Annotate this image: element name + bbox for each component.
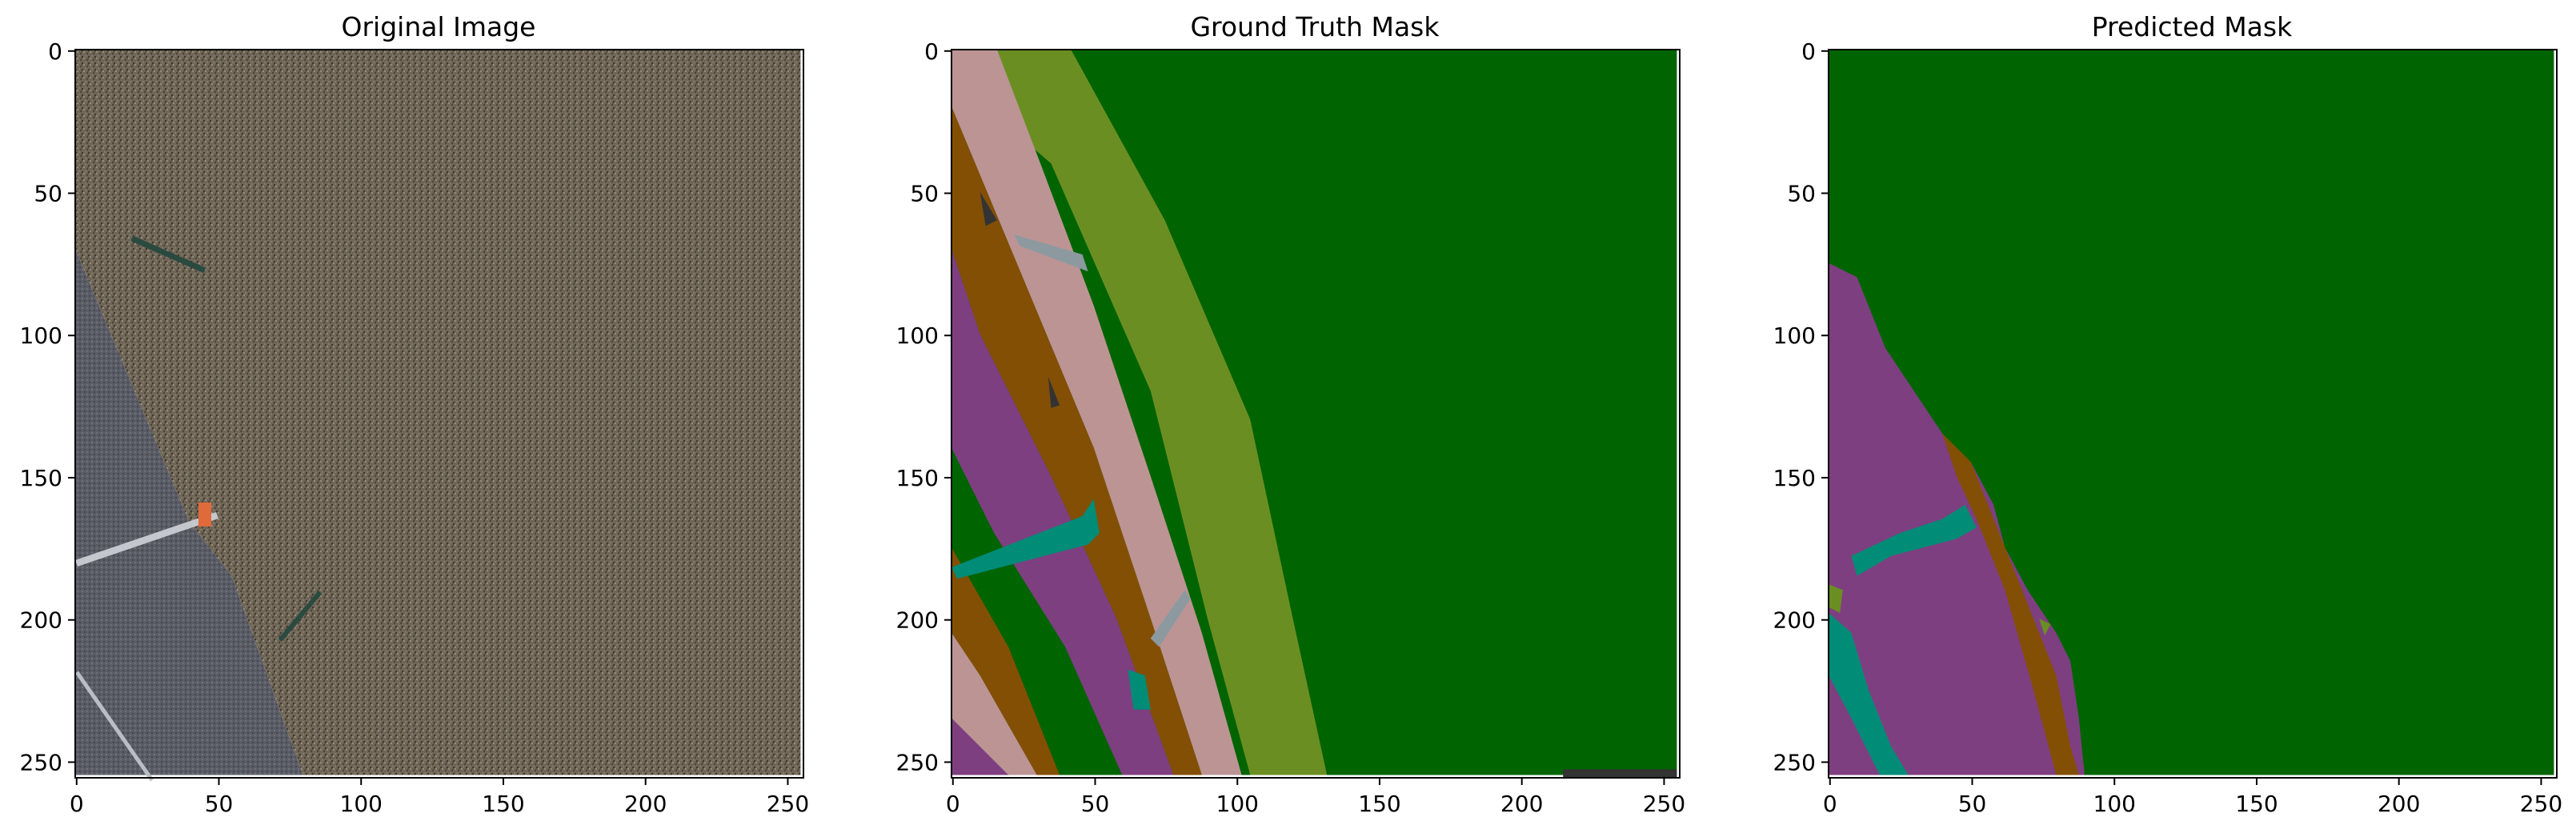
class-region-1 bbox=[951, 50, 1328, 775]
class-region-7 bbox=[951, 718, 1009, 775]
axes-frame bbox=[1828, 49, 2558, 779]
class-region-5 bbox=[951, 547, 1060, 775]
y-tick-label: 200 bbox=[1773, 607, 1816, 634]
x-tick-label: 0 bbox=[70, 791, 84, 817]
y-tick-label: 100 bbox=[20, 322, 62, 349]
class-region-11 bbox=[1150, 590, 1191, 647]
panel-title: Ground Truth Mask bbox=[1190, 11, 1440, 42]
class-region-2 bbox=[951, 50, 1242, 775]
x-tick-label: 250 bbox=[1643, 791, 1685, 817]
class-region-3 bbox=[1851, 504, 1977, 576]
axes-frame bbox=[74, 49, 804, 779]
x-tick-label: 250 bbox=[767, 791, 809, 817]
x-tick-label: 50 bbox=[1081, 791, 1110, 817]
y-tick-label: 50 bbox=[34, 181, 62, 207]
x-tick-label: 200 bbox=[1500, 791, 1543, 817]
class-region-2 bbox=[1942, 433, 2079, 775]
y-tick-label: 50 bbox=[1787, 181, 1816, 207]
class-region-4 bbox=[1829, 612, 1909, 775]
road-0 bbox=[75, 248, 303, 775]
x-tick-label: 150 bbox=[482, 791, 524, 817]
y-tick-label: 0 bbox=[48, 38, 62, 65]
class-region-10 bbox=[1014, 234, 1088, 272]
y-tick-label: 150 bbox=[20, 465, 62, 491]
dry-grass-1 bbox=[75, 50, 801, 775]
x-tick-label: 200 bbox=[624, 791, 667, 817]
y-tick-label: 250 bbox=[20, 749, 62, 775]
y-tick-label: 200 bbox=[896, 607, 939, 634]
class-region-6 bbox=[2039, 618, 2051, 636]
x-tick-label: 50 bbox=[205, 791, 234, 817]
panel-ground-truth-mask: Ground Truth Mask 0 50 100 150 200 250 0 50 100 1… bbox=[896, 11, 1686, 817]
y-tick-label: 0 bbox=[1801, 38, 1816, 65]
y-tick-label: 100 bbox=[1773, 322, 1816, 349]
y-tick-label: 100 bbox=[896, 322, 939, 349]
y-tick-label: 50 bbox=[910, 181, 939, 207]
x-tick-label: 50 bbox=[1958, 791, 1987, 817]
class-region-4 bbox=[951, 248, 1174, 775]
x-tick-label: 200 bbox=[2378, 791, 2420, 817]
axes-frame bbox=[951, 49, 1681, 779]
y-tick-label: 0 bbox=[924, 38, 939, 65]
x-tick-label: 0 bbox=[946, 791, 960, 817]
class-region-9 bbox=[1128, 669, 1151, 710]
class-region-12 bbox=[980, 191, 997, 226]
panel-predicted-mask: Predicted Mask 0 50 100 150 200 250 0 50 100 150 2… bbox=[1773, 11, 2563, 817]
image-area bbox=[1829, 50, 2554, 775]
x-tick-label: 150 bbox=[2235, 791, 2278, 817]
y-tick-label: 250 bbox=[896, 749, 939, 775]
x-tick-label: 250 bbox=[2520, 791, 2562, 817]
y-tick-label: 250 bbox=[1773, 749, 1816, 775]
class-region-13 bbox=[1048, 376, 1060, 408]
y-tick-label: 200 bbox=[20, 607, 62, 634]
image-area bbox=[74, 50, 801, 782]
x-tick-label: 0 bbox=[1823, 791, 1837, 817]
photo-details bbox=[74, 235, 323, 782]
x-tick-label: 100 bbox=[2093, 791, 2136, 817]
panel-title: Predicted Mask bbox=[2092, 11, 2293, 42]
panel-original-image: Original Image 0 50 100 150 200 250 0 50 100 150 2… bbox=[20, 11, 810, 817]
class-region-3 bbox=[951, 106, 1202, 775]
class-region-14 bbox=[1563, 769, 1677, 778]
class-region-5 bbox=[1829, 584, 1843, 613]
panel-title: Original Image bbox=[342, 11, 536, 42]
class-region-8 bbox=[951, 499, 1100, 579]
y-tick-label: 150 bbox=[896, 465, 939, 491]
image-area bbox=[951, 50, 1677, 778]
x-tick-label: 150 bbox=[1358, 791, 1400, 817]
y-tick-label: 150 bbox=[1773, 465, 1816, 491]
x-tick-label: 100 bbox=[1216, 791, 1259, 817]
x-tick-label: 100 bbox=[340, 791, 383, 817]
